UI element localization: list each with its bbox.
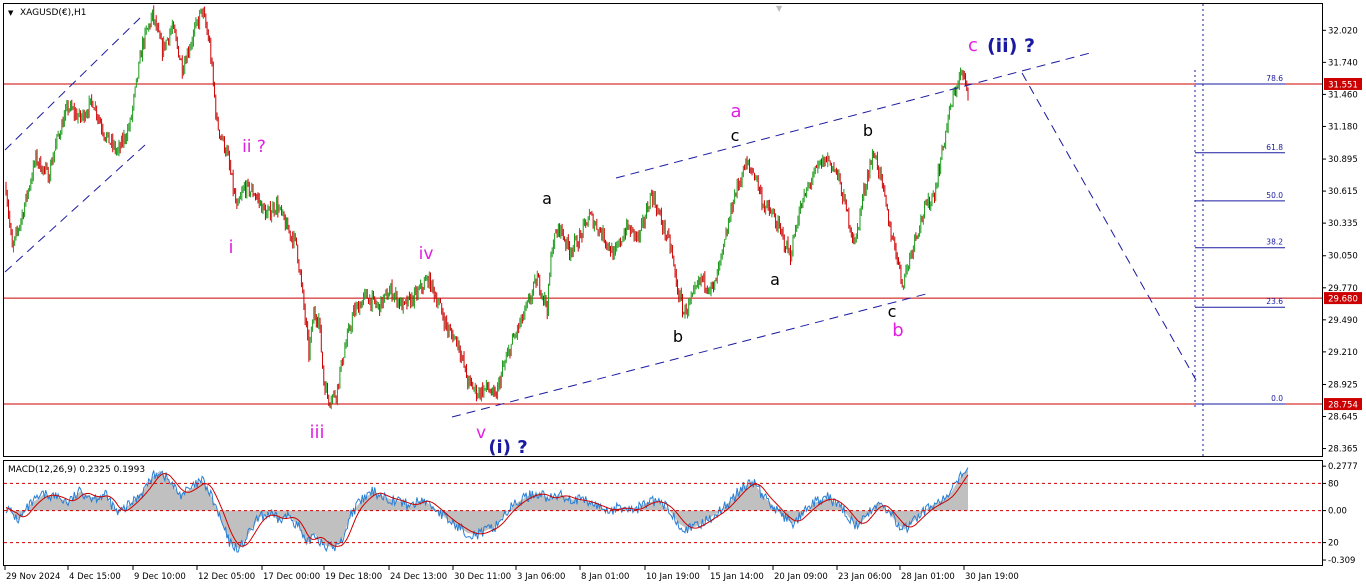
fib-level-label: 38.2 <box>1266 238 1283 247</box>
price-axis-label: 30.615 <box>1328 187 1358 197</box>
wave-label: (ii) ? <box>987 35 1035 57</box>
wave-label: v <box>476 423 486 443</box>
price-tag-label: 29.680 <box>1328 295 1358 305</box>
wave-label: c <box>968 35 978 56</box>
time-axis-label: 9 Dec 10:00 <box>134 572 186 582</box>
fib-level-label: 0.0 <box>1271 394 1283 403</box>
macd-axis-label: 0.2777 <box>1328 462 1358 472</box>
wave-label: i <box>228 237 233 258</box>
wave-label: iii <box>309 422 324 443</box>
channel-line-lower-left <box>4 144 146 273</box>
wave-label: iv <box>419 244 434 264</box>
time-axis-label: 17 Dec 00:00 <box>263 572 320 582</box>
price-axis-label: 30.050 <box>1328 252 1358 262</box>
fib-level-label: 78.6 <box>1266 74 1283 83</box>
macd-histogram <box>6 469 968 549</box>
time-axis-label: 4 Dec 15:00 <box>69 572 121 582</box>
wave-label: ii ? <box>242 137 266 157</box>
wave-label: a <box>770 270 780 289</box>
price-axis-label: 31.180 <box>1328 122 1358 132</box>
channel-line-upper-left <box>4 17 141 151</box>
scroll-marker-icon: ▼ <box>776 4 783 13</box>
price-axis-label: 29.490 <box>1328 316 1358 326</box>
time-axis-label: 30 Dec 11:00 <box>454 572 511 582</box>
price-axis-label: 30.895 <box>1328 155 1358 165</box>
price-axis-label: 31.740 <box>1328 58 1358 68</box>
price-axis-label: 32.020 <box>1328 26 1358 36</box>
price-axis-label: 28.925 <box>1328 380 1358 390</box>
price-tag <box>1324 77 1362 90</box>
macd-signal-line <box>5 473 969 547</box>
macd-label: MACD(12,26,9) 0.2325 0.1993 <box>8 465 145 475</box>
time-axis-label: 29 Nov 2024 <box>6 572 60 582</box>
channel-line-lower <box>451 293 927 418</box>
time-axis-label: 3 Jan 06:00 <box>517 572 565 582</box>
price-axis-label: 31.460 <box>1328 90 1358 100</box>
price-tag <box>1324 292 1362 305</box>
macd-axis-label: 80 <box>1328 479 1339 489</box>
wave-label: (i) ? <box>488 437 527 458</box>
macd-panel <box>3 460 1323 566</box>
channel-line-upper <box>615 52 1091 179</box>
wave-label: b <box>892 320 903 341</box>
time-axis-label: 24 Dec 13:00 <box>390 572 447 582</box>
price-tag <box>1324 398 1362 411</box>
price-axis-label: 29.210 <box>1328 348 1358 358</box>
time-axis-label: 15 Jan 14:00 <box>710 572 764 582</box>
macd-axis-label: 20 <box>1328 539 1339 549</box>
time-axis-label: 19 Dec 18:00 <box>325 572 382 582</box>
fib-level-label: 50.0 <box>1266 191 1283 200</box>
time-axis-label: 12 Dec 05:00 <box>198 572 255 582</box>
macd-axis-label: 0.00 <box>1328 507 1347 517</box>
price-tag-label: 28.754 <box>1328 401 1358 411</box>
wave-label: a <box>730 101 741 122</box>
time-axis-label: 28 Jan 01:00 <box>901 572 955 582</box>
symbol-label: XAGUSD(€),H1 <box>20 8 86 18</box>
wave-label: c <box>731 126 740 145</box>
fib-level-label: 61.8 <box>1266 143 1283 152</box>
time-axis-label: 30 Jan 19:00 <box>965 572 1019 582</box>
chart-dropdown-icon[interactable]: ▼ <box>8 9 14 17</box>
price-axis-label: 30.335 <box>1328 219 1358 229</box>
time-axis-label: 20 Jan 09:00 <box>774 572 828 582</box>
wave-label: c <box>888 302 897 321</box>
time-axis-label: 23 Jan 06:00 <box>838 572 892 582</box>
fib-level-label: 23.6 <box>1266 297 1283 306</box>
time-axis-label: 8 Jan 01:00 <box>581 572 629 582</box>
wave-label: a <box>542 189 552 208</box>
wave-label: b <box>673 327 683 346</box>
macd-axis-label: -0.309 <box>1328 556 1355 566</box>
price-axis-label: 28.645 <box>1328 413 1358 423</box>
price-axis-label: 28.365 <box>1328 445 1358 455</box>
price-tag-label: 31.551 <box>1328 80 1358 90</box>
wave-label: b <box>863 121 873 140</box>
time-axis-label: 10 Jan 19:00 <box>646 572 700 582</box>
price-axis-label: 29.770 <box>1328 284 1358 294</box>
